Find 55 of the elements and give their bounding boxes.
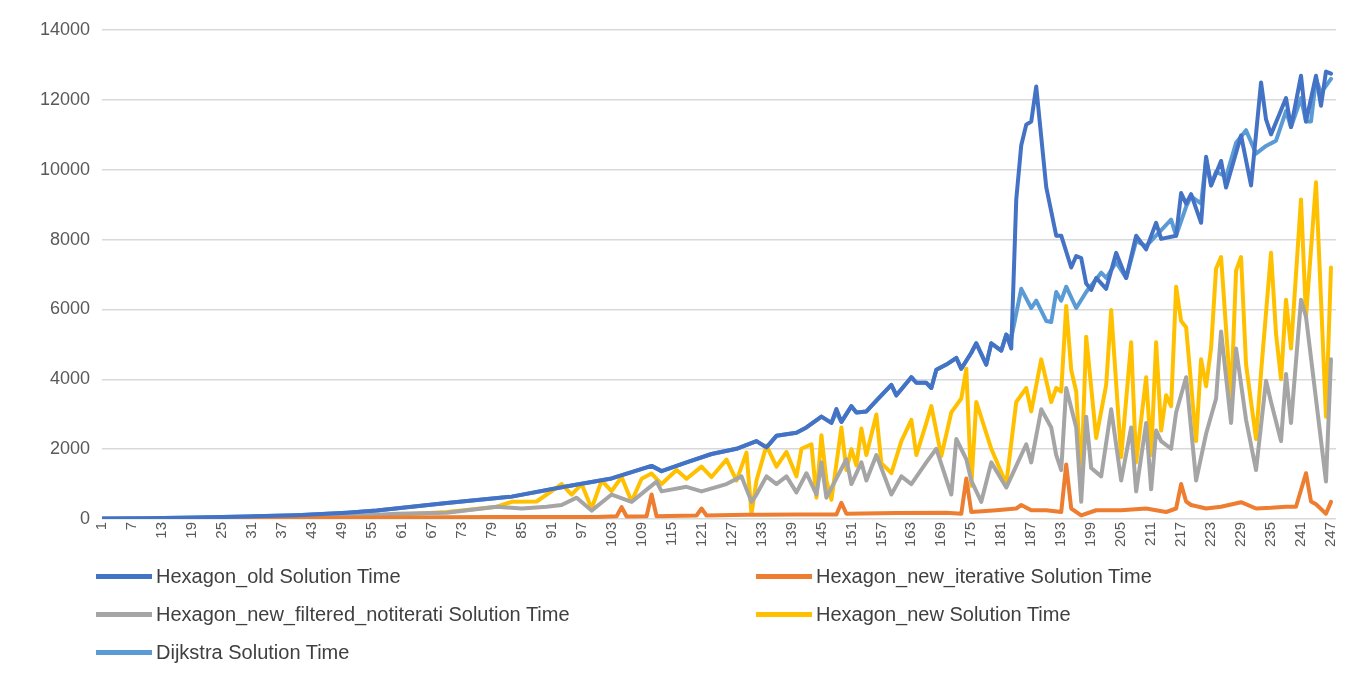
y-tick-label: 10000 [39,158,91,179]
x-tick-label: 127 [721,521,739,547]
x-tick-label: 175 [961,521,979,547]
x-tick-label: 133 [751,521,769,547]
x-tick-label: 199 [1081,521,1099,547]
x-tick-label: 55 [361,521,379,539]
legend-label: Hexagon_old Solution Time [156,565,401,588]
y-tick-label: 2000 [50,438,91,459]
x-tick-label: 241 [1291,521,1309,547]
x-tick-label: 151 [841,521,859,547]
y-tick-label: 12000 [39,88,91,109]
y-tick-label: 6000 [50,298,91,319]
x-tick-label: 43 [302,521,320,539]
x-tick-label: 223 [1201,521,1219,547]
x-tick-label: 187 [1021,521,1039,547]
x-tick-label: 205 [1111,521,1129,547]
x-tick-label: 157 [871,521,889,547]
x-tick-label: 193 [1051,521,1069,547]
y-tick-label: 8000 [50,228,91,249]
x-tick-label: 211 [1141,521,1159,546]
y-tick-label: 4000 [50,368,91,389]
x-tick-label: 109 [631,521,649,547]
x-tick-label: 145 [811,521,829,547]
x-tick-label: 103 [601,521,619,547]
legend-label: Hexagon_new Solution Time [816,603,1071,626]
x-tick-label: 73 [451,521,469,539]
x-tick-label: 1 [92,521,110,531]
x-tick-label: 67 [421,521,439,539]
x-tick-label: 49 [331,521,349,539]
x-tick-label: 19 [182,521,200,539]
legend-label: Dijkstra Solution Time [156,641,350,664]
x-tick-label: 115 [661,521,679,546]
x-tick-label: 91 [541,521,559,539]
x-tick-label: 13 [152,521,170,539]
x-tick-label: 217 [1171,521,1189,547]
y-tick-label: 0 [80,507,91,528]
x-tick-label: 169 [931,521,949,547]
legend-label: Hexagon_new_filtered_notiterati Solution Time [156,603,570,626]
x-tick-label: 25 [212,521,230,539]
x-tick-label: 139 [781,521,799,547]
x-tick-label: 235 [1261,521,1279,547]
x-tick-label: 61 [391,521,409,539]
x-tick-label: 7 [122,521,140,531]
y-tick-label: 14000 [39,18,91,39]
x-tick-label: 163 [901,521,919,547]
x-tick-label: 229 [1231,521,1249,547]
x-tick-label: 97 [571,521,589,539]
x-tick-label: 247 [1321,521,1339,547]
x-tick-label: 37 [272,521,290,539]
x-tick-label: 181 [991,521,1009,547]
x-tick-label: 121 [691,521,709,547]
x-tick-label: 31 [242,521,260,539]
legend-label: Hexagon_new_iterative Solution Time [816,565,1152,588]
x-tick-label: 85 [511,521,529,539]
x-tick-label: 79 [481,521,499,539]
